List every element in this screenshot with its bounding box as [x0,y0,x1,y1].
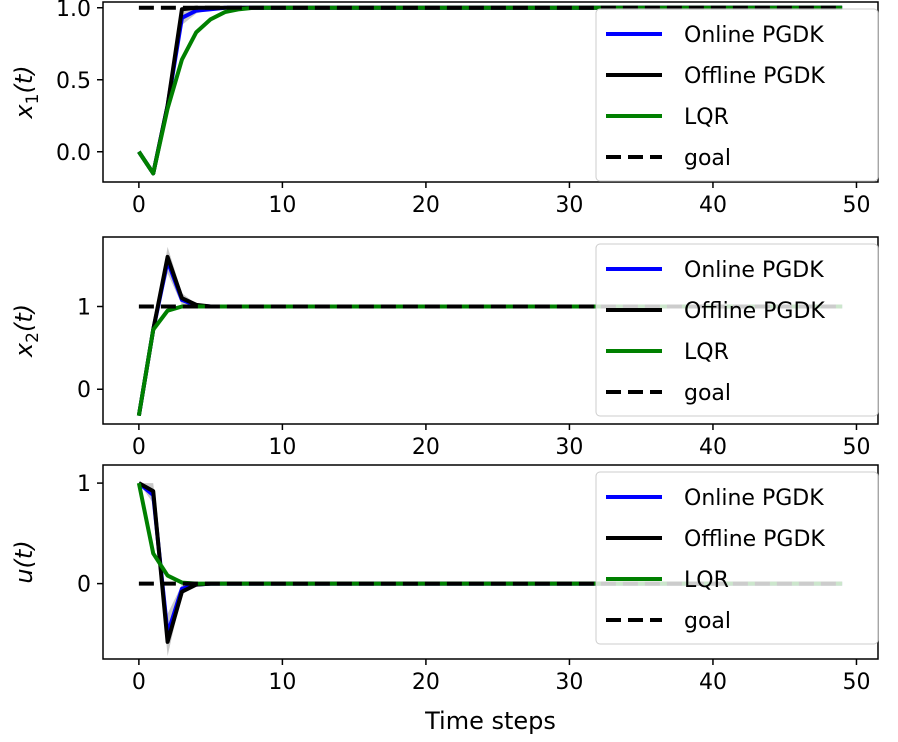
y-tick-label: 0.0 [56,141,91,166]
x-tick-label: 50 [842,435,870,460]
y-axis-title: x1(t) [10,65,43,119]
x-tick-label: 0 [132,435,146,460]
legend-label: goal [684,609,731,634]
legend-label: Offline PGDK [684,527,825,552]
y-axis-title-subscript: 1 [23,94,43,105]
legend-box [595,471,879,645]
chart-panel-1: 0 10 20 30 40 50 0.0 0.5 1.0 x1(t) Online PGDK Offl… [10,0,879,218]
legend-label: goal [684,381,731,406]
x-tick-label: 0 [132,193,146,218]
y-axis-title-symbol: x [10,104,38,120]
x-tick-label: 0 [132,670,146,695]
x-tick-label: 40 [699,670,727,695]
y-tick-label: 0 [77,378,91,403]
y-tick-label: 0.5 [56,69,91,94]
x-tick-label: 30 [555,193,583,218]
x-tick-label: 20 [412,670,440,695]
x-tick-label: 50 [842,193,870,218]
legend-label: Online PGDK [684,258,824,283]
y-tick-label: 1.0 [56,0,91,22]
legend-label: Offline PGDK [684,299,825,324]
legend-label: LQR [684,568,729,593]
legend-label: Offline PGDK [684,64,825,89]
y-tick-label: 0 [77,573,91,598]
legend-box [595,243,879,417]
x-axis-title: Time steps [424,707,556,735]
x-tick-label: 40 [699,435,727,460]
chart-panel-3: 0 10 20 30 40 50 0 1 u(t) Time steps Online PGDK Of… [10,464,879,735]
x-tick-label: 10 [268,193,296,218]
y-tick-label: 1 [77,296,91,321]
legend-label: goal [684,146,731,171]
y-tick-label: 1 [77,472,91,497]
x-tick-label: 30 [555,435,583,460]
y-axis-title: u(t) [10,540,38,583]
x-tick-label: 10 [268,435,296,460]
x-tick-label: 20 [412,193,440,218]
x-tick-label: 50 [842,670,870,695]
x-tick-label: 20 [412,435,440,460]
y-axis-title-subscript: 2 [23,332,43,343]
y-axis-title-argument: (t) [10,304,38,332]
legend-label: LQR [684,340,729,365]
legend-label: Online PGDK [684,486,824,511]
legend-box [595,8,879,182]
y-axis-title-argument: (t) [10,540,38,568]
x-tick-label: 30 [555,670,583,695]
y-axis-title-symbol: u [10,568,38,583]
x-tick-label: 40 [699,193,727,218]
y-axis-title-symbol: x [10,342,38,358]
legend-label: LQR [684,105,729,130]
y-axis-title: x2(t) [10,304,43,358]
x-tick-label: 10 [268,670,296,695]
legend-label: Online PGDK [684,23,824,48]
series-line-lqr [137,5,843,176]
chart-panel-2: 0 10 20 30 40 50 0 1 x2(t) Online PGDK Offline PGD… [10,236,879,460]
y-axis-title-argument: (t) [10,65,38,93]
